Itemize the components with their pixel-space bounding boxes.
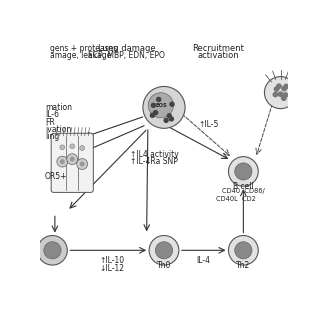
Circle shape xyxy=(150,113,155,118)
Circle shape xyxy=(67,154,78,164)
Circle shape xyxy=(278,91,284,97)
Text: ↑IL-10: ↑IL-10 xyxy=(99,256,124,265)
Text: IL-4: IL-4 xyxy=(197,256,211,265)
Text: CD40  CD86/: CD40 CD86/ xyxy=(222,188,265,194)
Circle shape xyxy=(283,92,288,98)
Text: ECP, MBP, EDN, EPO: ECP, MBP, EDN, EPO xyxy=(88,51,165,60)
Text: Th2: Th2 xyxy=(236,261,251,270)
Text: mation: mation xyxy=(45,103,72,112)
Text: B cell: B cell xyxy=(233,182,254,191)
Circle shape xyxy=(274,86,279,92)
Circle shape xyxy=(169,101,175,107)
Circle shape xyxy=(281,86,287,92)
Text: ↑IL4 activity: ↑IL4 activity xyxy=(130,150,179,159)
Circle shape xyxy=(228,157,258,186)
Circle shape xyxy=(148,93,173,118)
Circle shape xyxy=(235,242,252,259)
Text: ling: ling xyxy=(45,132,59,141)
Text: ↑IL-5: ↑IL-5 xyxy=(199,120,219,129)
Circle shape xyxy=(57,156,68,167)
Text: ↓IL-12: ↓IL-12 xyxy=(100,264,124,273)
Text: Th0: Th0 xyxy=(157,261,171,270)
Circle shape xyxy=(156,97,162,102)
Circle shape xyxy=(166,113,172,118)
Text: gens + proteases: gens + proteases xyxy=(50,44,117,53)
Circle shape xyxy=(60,145,65,150)
Circle shape xyxy=(70,157,75,162)
Circle shape xyxy=(264,76,297,108)
Circle shape xyxy=(60,159,65,164)
Text: IL-6: IL-6 xyxy=(45,110,59,119)
Text: ↑IL-4Ra SNP: ↑IL-4Ra SNP xyxy=(130,157,178,166)
Circle shape xyxy=(273,92,278,97)
Circle shape xyxy=(281,95,287,101)
Text: EOS: EOS xyxy=(156,103,167,108)
Circle shape xyxy=(80,162,84,166)
Circle shape xyxy=(77,159,88,170)
Circle shape xyxy=(169,116,174,122)
Circle shape xyxy=(156,242,172,259)
Circle shape xyxy=(283,84,289,89)
Circle shape xyxy=(151,103,156,108)
Text: Lung damage: Lung damage xyxy=(98,44,156,53)
Text: CD40L  CD2: CD40L CD2 xyxy=(216,196,256,202)
Circle shape xyxy=(70,144,75,149)
Circle shape xyxy=(143,86,185,128)
Circle shape xyxy=(153,110,158,115)
Text: FR: FR xyxy=(45,118,55,127)
Circle shape xyxy=(80,146,84,150)
Circle shape xyxy=(228,236,258,265)
FancyBboxPatch shape xyxy=(51,133,93,192)
Text: activation: activation xyxy=(198,51,239,60)
Circle shape xyxy=(276,83,282,89)
Circle shape xyxy=(37,236,67,265)
Text: Recruitment: Recruitment xyxy=(193,44,244,53)
Text: amage, leakage: amage, leakage xyxy=(50,51,111,60)
Circle shape xyxy=(149,236,179,265)
Circle shape xyxy=(164,118,169,123)
Circle shape xyxy=(44,242,61,259)
Text: ivation: ivation xyxy=(45,125,71,134)
Text: OR5+: OR5+ xyxy=(45,172,68,181)
Circle shape xyxy=(235,163,252,180)
